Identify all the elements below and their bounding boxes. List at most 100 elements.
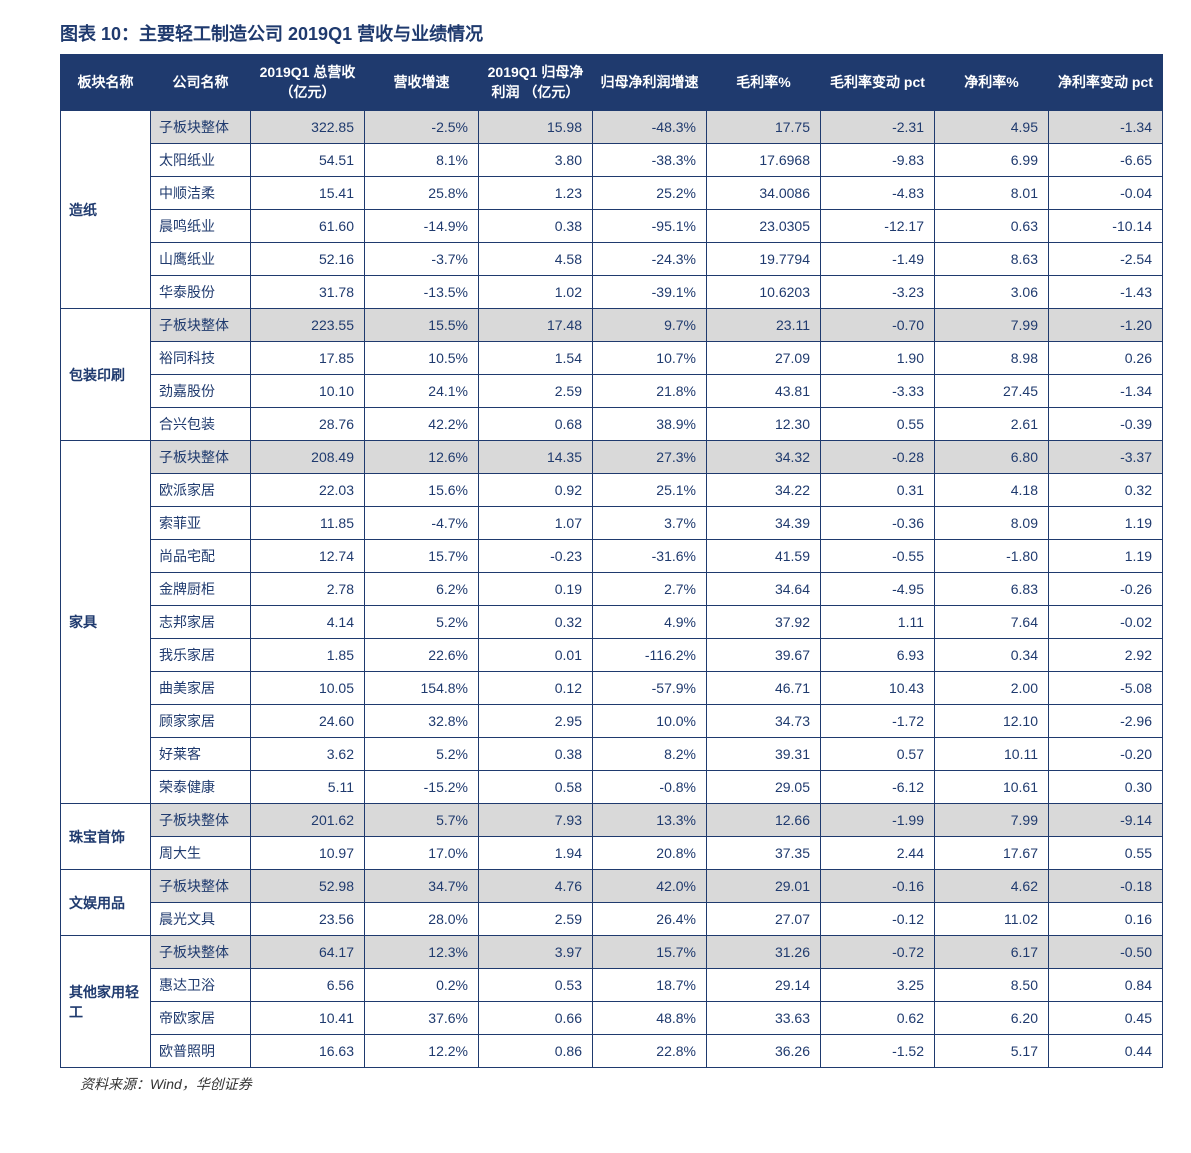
value-cell: 16.63 [251,1035,365,1068]
value-cell: 6.80 [935,441,1049,474]
value-cell: 4.9% [593,606,707,639]
value-cell: 1.11 [821,606,935,639]
value-cell: 6.20 [935,1002,1049,1035]
value-cell: 25.8% [365,177,479,210]
value-cell: -48.3% [593,111,707,144]
value-cell: -2.54 [1049,243,1163,276]
value-cell: -1.99 [821,804,935,837]
value-cell: 34.22 [707,474,821,507]
value-cell: 11.85 [251,507,365,540]
value-cell: 23.56 [251,903,365,936]
company-cell: 志邦家居 [151,606,251,639]
value-cell: -2.31 [821,111,935,144]
value-cell: 23.0305 [707,210,821,243]
value-cell: 5.17 [935,1035,1049,1068]
value-cell: 46.71 [707,672,821,705]
sector-cell: 文娱用品 [61,870,151,936]
value-cell: 14.35 [479,441,593,474]
value-cell: 2.78 [251,573,365,606]
value-cell: 0.26 [1049,342,1163,375]
value-cell: 5.2% [365,738,479,771]
value-cell: 0.19 [479,573,593,606]
value-cell: -12.17 [821,210,935,243]
table-row: 其他家用轻工子板块整体64.1712.3%3.9715.7%31.26-0.72… [61,936,1163,969]
value-cell: 0.31 [821,474,935,507]
value-cell: 8.1% [365,144,479,177]
table-row: 华泰股份31.78-13.5%1.02-39.1%10.6203-3.233.0… [61,276,1163,309]
value-cell: 10.43 [821,672,935,705]
value-cell: 12.66 [707,804,821,837]
value-cell: -1.34 [1049,375,1163,408]
table-body: 造纸子板块整体322.85-2.5%15.98-48.3%17.75-2.314… [61,111,1163,1068]
value-cell: 54.51 [251,144,365,177]
value-cell: -38.3% [593,144,707,177]
value-cell: 33.63 [707,1002,821,1035]
value-cell: -3.37 [1049,441,1163,474]
company-cell: 子板块整体 [151,111,251,144]
value-cell: 0.2% [365,969,479,1002]
value-cell: 1.19 [1049,540,1163,573]
value-cell: 29.05 [707,771,821,804]
value-cell: 12.30 [707,408,821,441]
value-cell: 3.25 [821,969,935,1002]
company-cell: 欧普照明 [151,1035,251,1068]
table-row: 我乐家居1.8522.6%0.01-116.2%39.676.930.342.9… [61,639,1163,672]
value-cell: 34.39 [707,507,821,540]
value-cell: 1.23 [479,177,593,210]
value-cell: 17.48 [479,309,593,342]
table-row: 晨鸣纸业61.60-14.9%0.38-95.1%23.0305-12.170.… [61,210,1163,243]
value-cell: 0.62 [821,1002,935,1035]
value-cell: 12.74 [251,540,365,573]
value-cell: 2.59 [479,375,593,408]
value-cell: -0.02 [1049,606,1163,639]
value-cell: 20.8% [593,837,707,870]
value-cell: -0.50 [1049,936,1163,969]
header-net-profit: 2019Q1 归母净利润 （亿元） [479,55,593,111]
value-cell: -0.04 [1049,177,1163,210]
table-row: 裕同科技17.8510.5%1.5410.7%27.091.908.980.26 [61,342,1163,375]
value-cell: -14.9% [365,210,479,243]
value-cell: 2.95 [479,705,593,738]
table-row: 山鹰纸业52.16-3.7%4.58-24.3%19.7794-1.498.63… [61,243,1163,276]
value-cell: -1.34 [1049,111,1163,144]
value-cell: -6.65 [1049,144,1163,177]
value-cell: -1.49 [821,243,935,276]
value-cell: 17.75 [707,111,821,144]
value-cell: 18.7% [593,969,707,1002]
value-cell: 4.76 [479,870,593,903]
value-cell: 0.66 [479,1002,593,1035]
value-cell: 24.1% [365,375,479,408]
value-cell: -0.16 [821,870,935,903]
value-cell: -0.36 [821,507,935,540]
value-cell: 37.6% [365,1002,479,1035]
value-cell: 15.6% [365,474,479,507]
value-cell: 37.92 [707,606,821,639]
value-cell: -0.8% [593,771,707,804]
company-cell: 中顺洁柔 [151,177,251,210]
company-cell: 尚品宅配 [151,540,251,573]
value-cell: 28.0% [365,903,479,936]
header-sector: 板块名称 [61,55,151,111]
source-note: 资料来源：Wind，华创证券 [20,1074,1171,1094]
value-cell: 10.7% [593,342,707,375]
value-cell: -0.39 [1049,408,1163,441]
company-cell: 顾家家居 [151,705,251,738]
value-cell: 42.0% [593,870,707,903]
value-cell: 17.0% [365,837,479,870]
value-cell: 10.5% [365,342,479,375]
table-row: 好莱客3.625.2%0.388.2%39.310.5710.11-0.20 [61,738,1163,771]
value-cell: 39.31 [707,738,821,771]
value-cell: 6.99 [935,144,1049,177]
value-cell: -0.12 [821,903,935,936]
company-cell: 华泰股份 [151,276,251,309]
table-row: 中顺洁柔15.4125.8%1.2325.2%34.0086-4.838.01-… [61,177,1163,210]
header-company: 公司名称 [151,55,251,111]
value-cell: 6.56 [251,969,365,1002]
value-cell: 6.93 [821,639,935,672]
value-cell: 32.8% [365,705,479,738]
value-cell: -5.08 [1049,672,1163,705]
company-cell: 晨光文具 [151,903,251,936]
table-row: 志邦家居4.145.2%0.324.9%37.921.117.64-0.02 [61,606,1163,639]
table-row: 索菲亚11.85-4.7%1.073.7%34.39-0.368.091.19 [61,507,1163,540]
value-cell: 10.11 [935,738,1049,771]
